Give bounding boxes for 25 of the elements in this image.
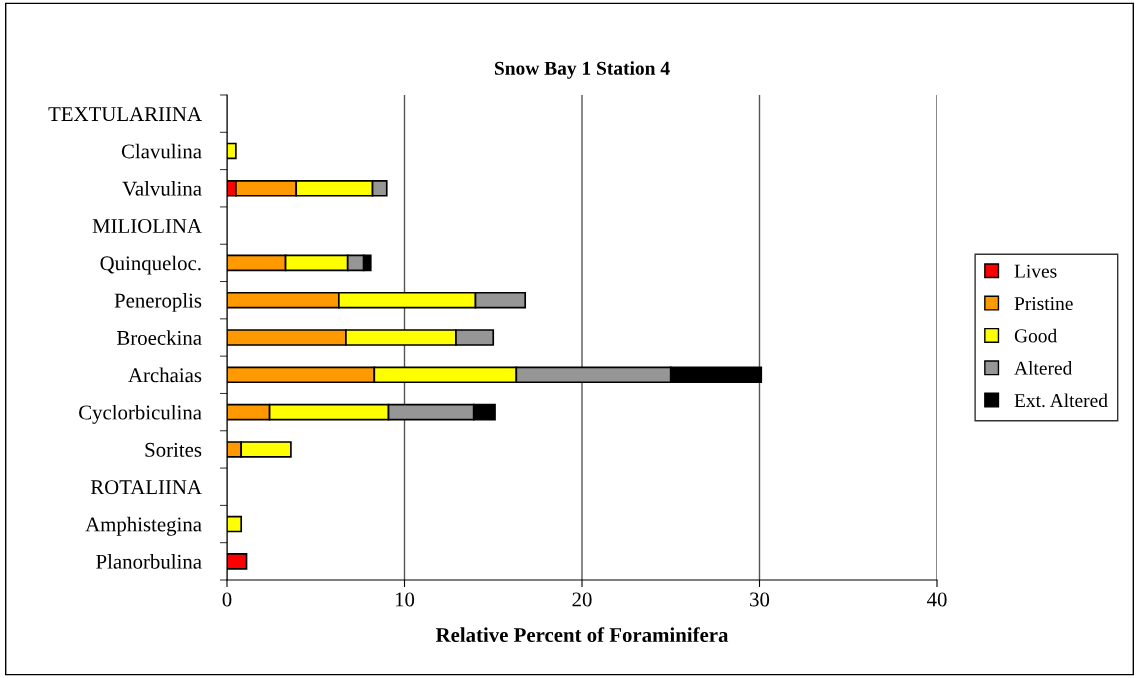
y-tick-label: TEXTULARIINA (48, 107, 202, 122)
x-axis-title: Relative Percent of Foraminifera (435, 627, 729, 643)
y-tick-label: Amphistegina (85, 516, 202, 536)
x-tick-label: 0 (222, 592, 232, 607)
y-tick-label: Cyclorbiculina (79, 404, 202, 424)
legend-label: Ext. Altered (1014, 393, 1108, 408)
legend-label: Good (1014, 328, 1057, 343)
x-tick-label: 30 (750, 592, 770, 607)
y-tick-label: Planorbulina (96, 554, 202, 569)
x-tick-label: 10 (395, 592, 415, 607)
y-tick-label: Peneroplis (114, 292, 202, 312)
legend-label: Pristine (1014, 297, 1073, 311)
x-tick-label: 20 (572, 592, 592, 607)
y-tick-label: Valvulina (122, 181, 202, 196)
y-tick-label: Clavulina (121, 143, 202, 159)
y-tick-label: Archaias (128, 367, 202, 383)
y-tick-label: MILIOLINA (92, 219, 202, 234)
legend-label: Lives (1014, 264, 1057, 278)
legend-label: Altered (1014, 361, 1073, 375)
y-tick-label: ROTALIINA (90, 480, 202, 495)
y-tick-label: Broeckina (116, 330, 202, 345)
y-tick-label: Sorites (145, 442, 202, 457)
y-tick-label: Quinqueloc. (100, 255, 201, 275)
x-tick-label: 40 (926, 592, 947, 607)
chart-title: Snow Bay 1 Station 4 (494, 61, 670, 79)
